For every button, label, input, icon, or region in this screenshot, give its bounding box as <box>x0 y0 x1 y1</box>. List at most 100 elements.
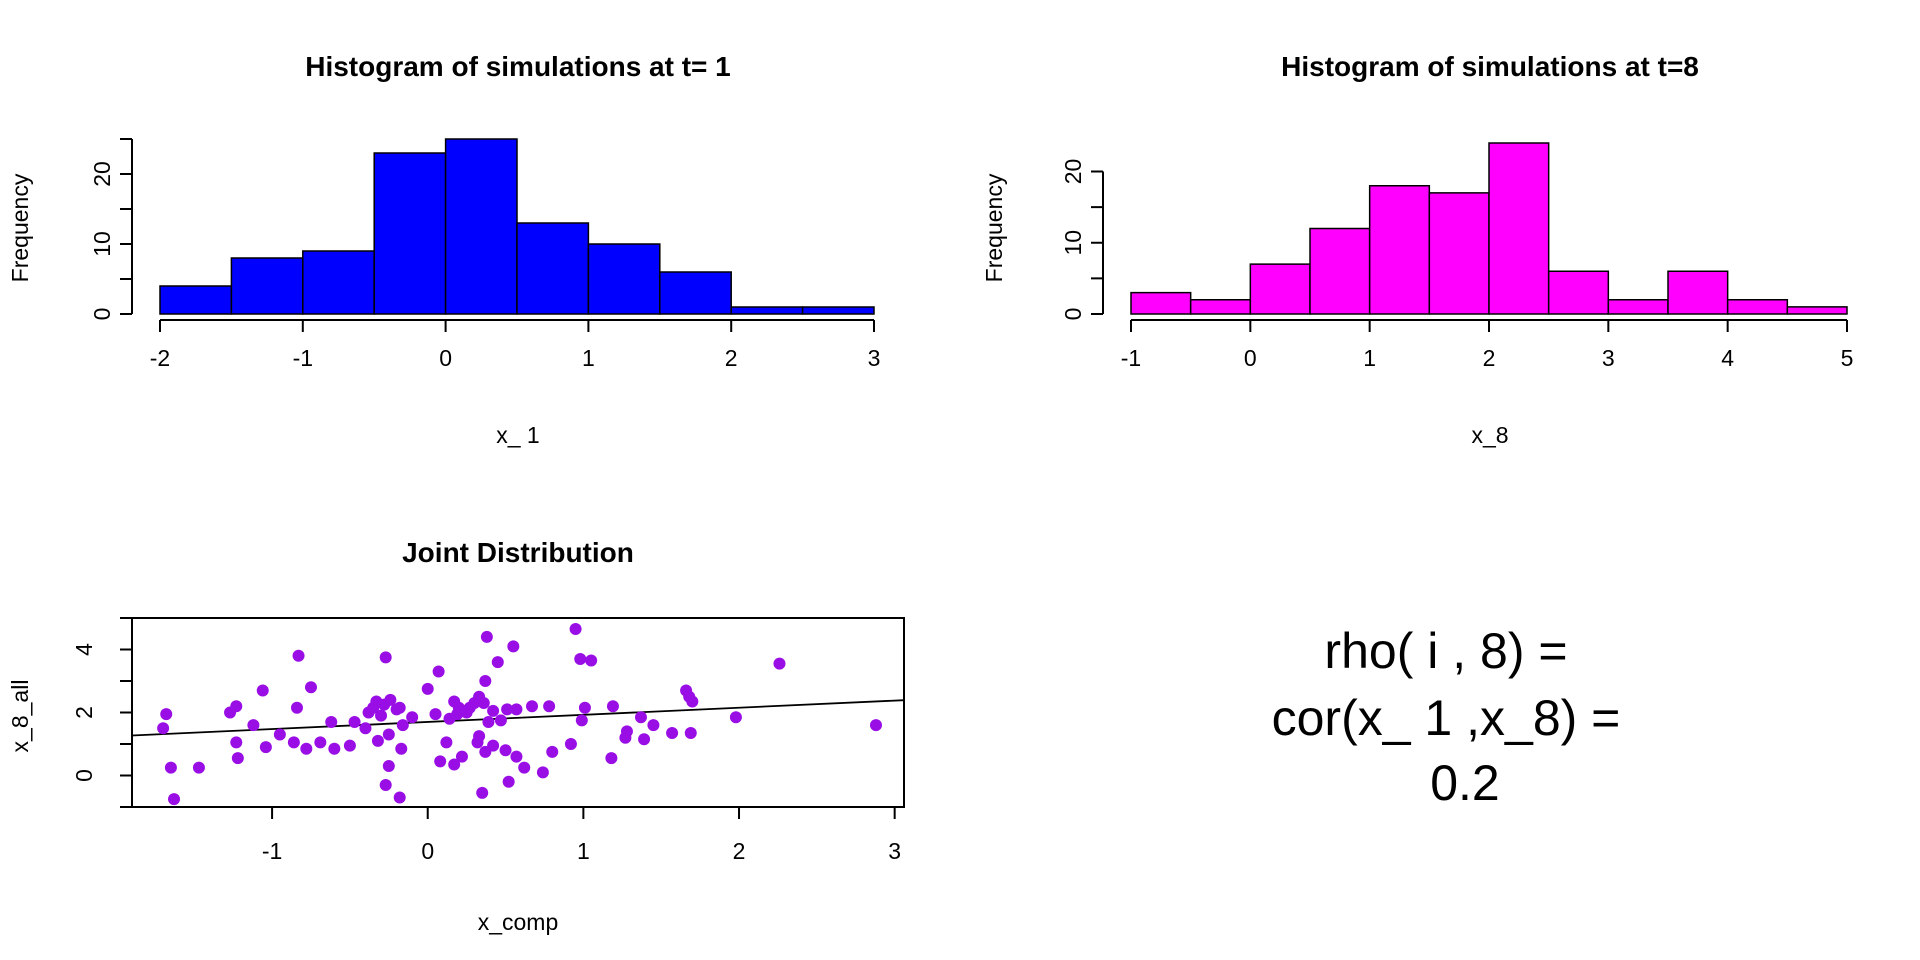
scatter-point-43 <box>432 665 445 678</box>
p2-x-tick-label-0: -1 <box>1121 345 1141 371</box>
histogram-t1-panel: Histogram of simulations at t= 1 -2 -1 0 1 2… <box>7 51 880 448</box>
correlation-annotation: rho( i , 8) = cor(x_ 1 ,x_8) = 0.2 <box>1272 623 1621 811</box>
p1-y-tick-label-1: 10 <box>89 231 115 257</box>
histogram-t8-title: Histogram of simulations at t=8 <box>1281 51 1699 82</box>
scatter-point-69 <box>501 703 514 716</box>
joint-distribution-y-label: x_8_all <box>7 680 33 753</box>
scatter-point-76 <box>536 766 549 779</box>
joint-distribution-y-axis: 0 2 4 <box>71 617 132 808</box>
scatter-point-39 <box>396 719 409 732</box>
p2-bar-6 <box>1488 142 1550 315</box>
p1-bar-7 <box>659 271 732 315</box>
scatter-point-47 <box>448 758 461 771</box>
scatter-point-16 <box>300 742 313 755</box>
scatter-point-40 <box>406 711 419 724</box>
scatter-point-18 <box>314 736 327 749</box>
p1-y-tick-label-2: 20 <box>89 161 115 187</box>
scatter-point-86 <box>606 700 619 713</box>
scatter-point-19 <box>325 715 338 728</box>
histogram-t1-title: Histogram of simulations at t= 1 <box>305 51 731 82</box>
p2-y-tick-label-0: 0 <box>1060 308 1086 321</box>
scatter-point-28 <box>375 709 388 722</box>
scatter-x-tick-label-4: 3 <box>888 838 901 864</box>
scatter-point-2 <box>164 761 177 774</box>
scatter-x-tick-label-0: -1 <box>262 838 282 864</box>
joint-distribution-fit-line-group <box>132 699 904 737</box>
scatter-point-30 <box>379 651 392 664</box>
histogram-t1-x-axis: -2 -1 0 1 2 3 <box>150 319 881 371</box>
p2-bar-2 <box>1249 263 1311 315</box>
p1-bar-0 <box>159 285 233 315</box>
scatter-point-13 <box>287 736 300 749</box>
joint-distribution-points <box>157 623 882 806</box>
scatter-point-11 <box>259 741 272 754</box>
scatter-point-44 <box>434 755 447 768</box>
scatter-point-96 <box>686 695 699 708</box>
scatter-point-20 <box>328 742 341 755</box>
scatter-point-37 <box>393 791 406 804</box>
p2-x-tick-label-5: 4 <box>1721 345 1734 371</box>
scatter-point-36 <box>393 701 406 714</box>
scatter-point-80 <box>569 623 582 636</box>
scatter-point-0 <box>157 722 170 735</box>
scatter-point-75 <box>526 700 539 713</box>
scatter-point-88 <box>620 725 633 738</box>
histogram-t1-y-axis: 0 10 20 <box>89 138 133 320</box>
scatter-point-22 <box>348 715 361 728</box>
scatter-point-90 <box>638 733 651 746</box>
joint-distribution-x-axis: -1 0 1 2 3 <box>262 807 901 864</box>
histogram-t8-panel: Histogram of simulations at t=8 -1 0 1 2 3 4 5… <box>981 51 1853 448</box>
p1-x-tick-label-2: 0 <box>439 345 452 371</box>
p2-x-tick-label-1: 0 <box>1244 345 1257 371</box>
scatter-point-99 <box>869 719 882 732</box>
scatter-point-62 <box>480 630 493 643</box>
p1-bar-1 <box>230 257 304 315</box>
scatter-point-41 <box>421 682 434 695</box>
scatter-point-77 <box>543 700 556 713</box>
p1-bar-4 <box>444 138 518 315</box>
p2-x-tick-label-6: 5 <box>1841 345 1854 371</box>
p2-bar-11 <box>1786 306 1848 315</box>
scatter-point-65 <box>487 704 500 717</box>
scatter-point-15 <box>292 649 305 662</box>
scatter-point-8 <box>231 752 244 765</box>
rho-line-1: rho( i , 8) = <box>1324 623 1567 679</box>
scatter-point-23 <box>359 722 372 735</box>
scatter-point-98 <box>773 657 786 670</box>
scatter-point-31 <box>379 778 392 791</box>
joint-distribution-fit-line <box>132 699 904 737</box>
rho-value: 0.2 <box>1430 755 1500 811</box>
scatter-point-58 <box>476 786 489 799</box>
p2-bar-7 <box>1547 270 1610 315</box>
joint-distribution-title: Joint Distribution <box>402 537 634 568</box>
scatter-point-73 <box>510 703 523 716</box>
p1-x-tick-label-5: 3 <box>868 345 881 371</box>
p2-bar-5 <box>1428 192 1490 315</box>
p1-x-tick-label-0: -2 <box>150 345 170 371</box>
scatter-point-38 <box>395 742 408 755</box>
histogram-t1-bars <box>159 138 875 315</box>
scatter-point-72 <box>510 750 523 763</box>
p1-bar-8 <box>730 306 804 315</box>
p1-bar-2 <box>302 250 375 315</box>
scatter-y-tick-label-1: 2 <box>71 706 97 719</box>
scatter-point-33 <box>382 728 395 741</box>
scatter-y-tick-label-2: 4 <box>71 643 97 656</box>
scatter-point-64 <box>487 739 500 752</box>
p2-bar-8 <box>1607 299 1669 315</box>
histogram-t1-y-label: Frequency <box>7 173 33 282</box>
scatter-point-6 <box>230 700 243 713</box>
joint-distribution-panel: Joint Distribution -1 0 1 2 3 0 2 4 x_comp x_8… <box>7 537 905 935</box>
scatter-point-89 <box>634 711 647 724</box>
scatter-x-tick-label-3: 2 <box>733 838 746 864</box>
scatter-y-tick-label-0: 0 <box>71 769 97 782</box>
scatter-point-7 <box>230 736 243 749</box>
histogram-t8-bars <box>1130 142 1848 315</box>
p2-bar-4 <box>1368 185 1431 315</box>
scatter-point-95 <box>684 726 697 739</box>
p2-bar-3 <box>1309 227 1371 315</box>
p2-x-tick-label-3: 2 <box>1483 345 1496 371</box>
scatter-point-3 <box>168 793 181 806</box>
scatter-point-12 <box>273 728 286 741</box>
p2-x-tick-label-4: 3 <box>1602 345 1615 371</box>
